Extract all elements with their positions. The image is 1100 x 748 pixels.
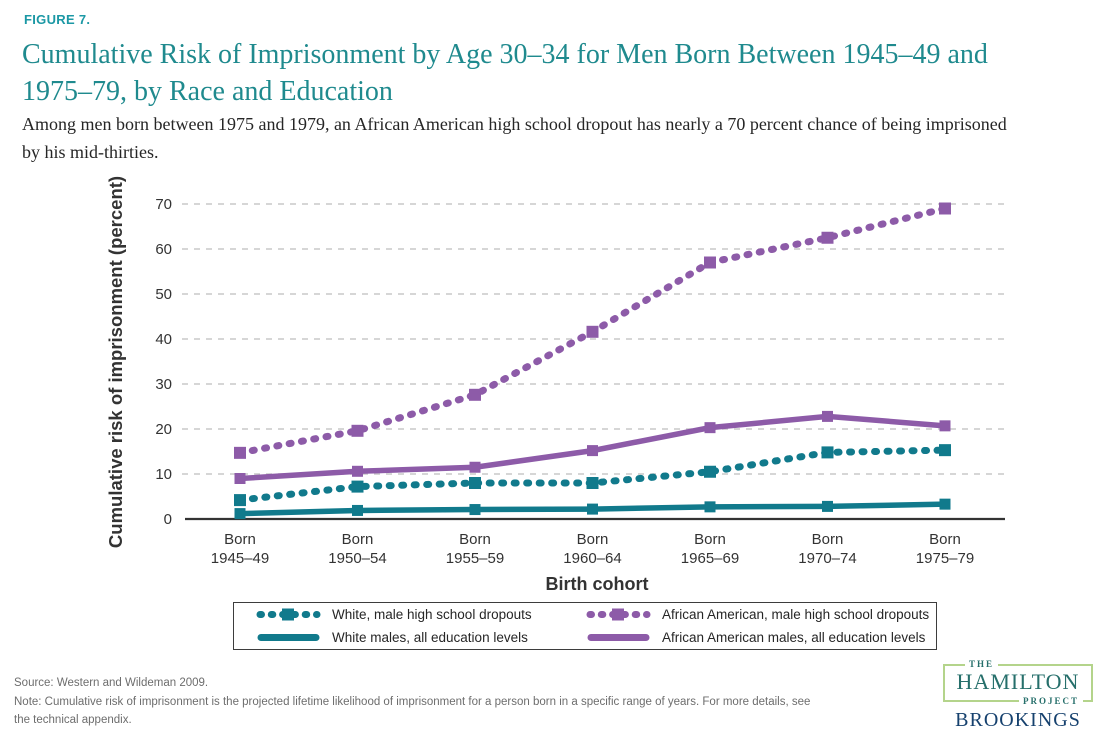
x-tick-label-prefix: Born [577,531,609,548]
series-line-0 [236,446,949,504]
y-tick-label: 50 [155,286,172,303]
data-point-marker-series-2 [586,325,599,338]
x-tick-label-prefix: Born [224,531,256,548]
x-tick-label: 1965–69 [681,550,739,567]
legend-label-0: White, male high school dropouts [332,607,532,622]
data-point-marker-series-3 [939,420,951,432]
y-tick-label: 30 [155,376,172,393]
legend-item-3: African American males, all education le… [586,630,936,645]
data-point-marker-series-2 [704,256,716,269]
legend-swatch-solid [257,634,320,641]
note-line-1: Note: Cumulative risk of imprisonment is… [14,695,811,708]
data-point-marker-series-1 [822,500,833,512]
data-point-marker-series-0 [469,477,481,489]
legend-label-2: African American, male high school dropo… [662,607,930,622]
data-point-marker-series-1 [939,498,951,510]
note-line-2: the technical appendix. [14,714,132,726]
x-tick-label: 1955–59 [446,550,504,567]
hamilton-project-logo: THE HAMILTON PROJECT [943,659,1093,706]
source-line: Source: Western and Wildeman 2009. [14,677,209,689]
data-point-marker-series-0 [939,444,951,457]
legend-square-marker [612,608,624,621]
y-tick-label: 40 [155,331,172,348]
brookings-logo-text: BROOKINGS [955,709,1081,731]
data-point-marker-series-3 [822,410,833,422]
chart-legend: White, male high school dropouts White ma… [233,602,937,650]
data-point-marker-series-1 [704,501,716,513]
logo-project-text: PROJECT [1018,696,1083,706]
figure-subtitle-line-1: Among men born between 1975 and 1979, an… [22,114,1007,134]
y-tick-label: 0 [164,511,172,528]
figure-title-line-2: 1975–79, by Race and Education [22,76,393,107]
legend-swatch-solid [587,634,650,641]
logo-the-text: THE [965,659,999,669]
data-point-marker-series-3 [234,473,246,484]
legend-item-2: African American, male high school dropo… [586,607,936,622]
data-point-marker-series-2 [351,424,364,437]
x-tick-label: 1950–54 [328,550,386,567]
y-axis-label: Cumulative risk of imprisonment (percent… [105,176,126,548]
figure-number-label: FIGURE 7. [24,12,91,27]
x-tick-label-prefix: Born [459,531,491,548]
x-tick-label: 1945–49 [211,550,269,567]
data-point-marker-series-1 [352,504,363,516]
x-tick-label-prefix: Born [929,531,961,548]
y-tick-label: 20 [155,421,172,438]
data-point-marker-series-2 [469,388,481,401]
y-tick-label: 60 [155,241,172,258]
legend-label-1: White males, all education levels [332,630,528,645]
figure-subtitle: Among men born between 1975 and 1979, an… [22,110,1092,166]
legend-label-3: African American males, all education le… [662,630,926,645]
legend-swatch-dashed [586,608,651,621]
x-tick-label-prefix: Born [812,531,844,548]
data-point-marker-series-0 [704,465,716,478]
data-point-marker-series-2 [821,231,834,244]
data-point-marker-series-3 [469,461,481,473]
data-point-marker-series-0 [586,477,599,489]
data-point-marker-series-1 [234,508,246,520]
x-axis-title: Birth cohort [546,574,649,594]
data-point-marker-series-1 [587,503,598,515]
source-and-note: Source: Western and Wildeman 2009. Note:… [14,674,939,730]
x-tick-label: 1960–64 [563,550,621,567]
data-point-marker-series-0 [234,494,246,507]
data-point-marker-series-0 [351,480,364,493]
data-point-marker-series-2 [939,202,951,215]
legend-item-0: White, male high school dropouts [256,607,586,622]
data-point-marker-series-3 [587,445,598,457]
x-tick-label-prefix: Born [694,531,726,548]
data-point-marker-series-0 [821,446,834,459]
x-tick-label: 1975–79 [916,550,974,567]
line-chart: Cumulative risk of imprisonment (percent… [105,176,1008,594]
figure-title-line-1: Cumulative Risk of Imprisonment by Age 3… [22,39,988,70]
legend-swatch-dashed [256,608,321,621]
logo-hamilton-text: HAMILTON [956,669,1080,694]
data-point-marker-series-2 [234,446,246,459]
data-point-marker-series-1 [469,504,481,516]
y-tick-label: 70 [155,196,172,213]
x-tick-label: 1970–74 [798,550,856,567]
figure-title: Cumulative Risk of Imprisonment by Age 3… [22,36,1092,110]
data-point-marker-series-3 [704,422,716,434]
figure-subtitle-line-2: by his mid-thirties. [22,142,159,162]
legend-square-marker [282,608,294,621]
data-point-marker-series-3 [352,465,363,477]
y-tick-label: 10 [155,466,172,483]
x-tick-label-prefix: Born [342,531,374,548]
legend-item-1: White males, all education levels [256,630,586,645]
